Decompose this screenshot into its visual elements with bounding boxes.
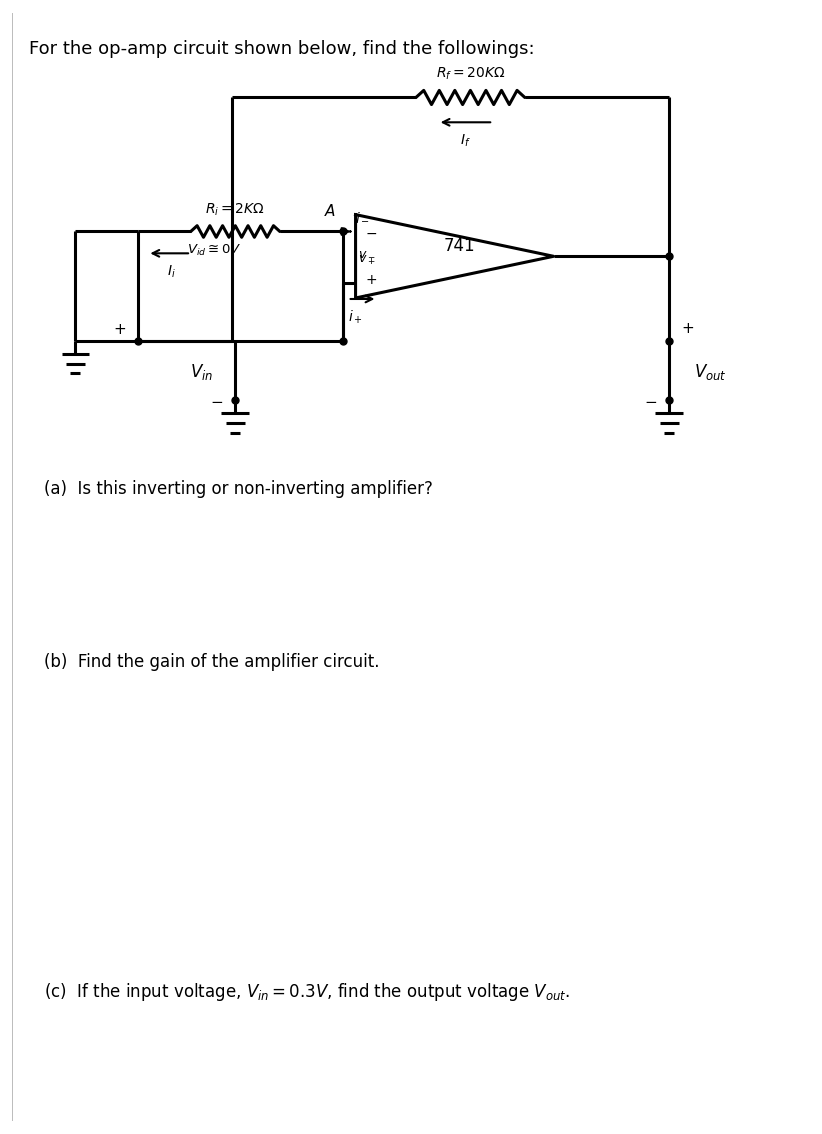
Text: $-$: $-$ xyxy=(644,392,658,408)
Text: $i_+$: $i_+$ xyxy=(348,308,363,327)
Text: $V_{id} \cong 0V$: $V_{id} \cong 0V$ xyxy=(187,244,242,259)
Text: $V_{in}$: $V_{in}$ xyxy=(191,363,214,382)
Text: (b)  Find the gain of the amplifier circuit.: (b) Find the gain of the amplifier circu… xyxy=(44,653,379,671)
Text: $I_i$: $I_i$ xyxy=(167,263,176,280)
Text: $v_+$: $v_+$ xyxy=(358,254,375,266)
Text: $R_f = 20K\Omega$: $R_f = 20K\Omega$ xyxy=(436,65,505,82)
Text: (a)  Is this inverting or non-inverting amplifier?: (a) Is this inverting or non-inverting a… xyxy=(44,480,432,498)
Text: A: A xyxy=(325,204,335,219)
Text: $-$: $-$ xyxy=(210,392,224,408)
Text: (c)  If the input voltage, $V_{in} = 0.3V$, find the output voltage $V_{out}$.: (c) If the input voltage, $V_{in} = 0.3V… xyxy=(44,981,570,1002)
Text: $V_{out}$: $V_{out}$ xyxy=(694,363,727,382)
Text: $i_-$: $i_-$ xyxy=(354,210,369,223)
Text: $+$: $+$ xyxy=(366,273,377,287)
Text: $-$: $-$ xyxy=(366,226,377,239)
Text: $+$: $+$ xyxy=(681,321,695,336)
Text: $v_-$: $v_-$ xyxy=(358,246,375,259)
Text: $R_i = 2K\Omega$: $R_i = 2K\Omega$ xyxy=(206,201,266,218)
Text: 741: 741 xyxy=(444,237,475,255)
Text: $+$: $+$ xyxy=(113,322,126,337)
Text: For the op-amp circuit shown below, find the followings:: For the op-amp circuit shown below, find… xyxy=(29,40,534,58)
Text: $I_f$: $I_f$ xyxy=(460,133,471,149)
